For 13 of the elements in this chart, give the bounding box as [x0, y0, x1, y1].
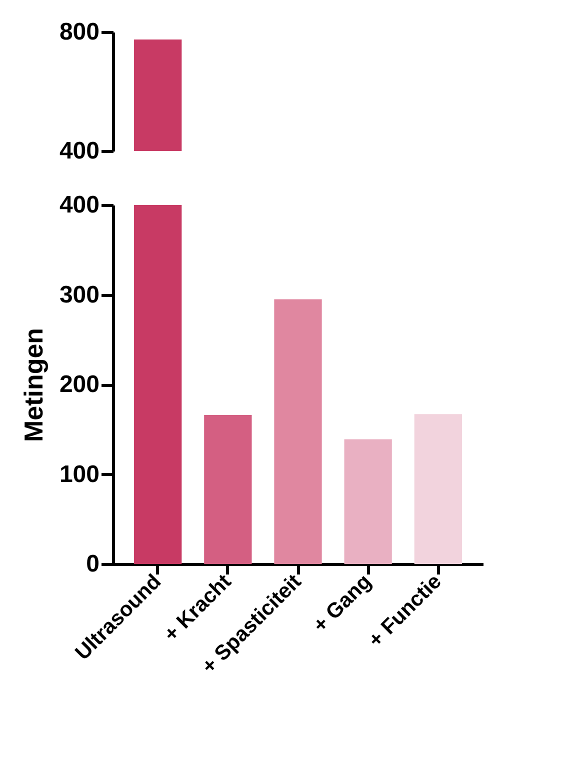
y-tick-label: 100 — [59, 460, 100, 488]
y-axis-title: Metingen — [18, 328, 48, 442]
y-tick-label: 400 — [59, 192, 100, 218]
bar — [414, 414, 462, 564]
bar — [204, 415, 252, 564]
bar — [344, 439, 392, 564]
y-tick-label: 300 — [59, 281, 100, 308]
bar — [134, 205, 182, 564]
y-tick-label: 800 — [59, 18, 100, 46]
y-tick-label: 400 — [59, 138, 100, 164]
bar — [274, 299, 322, 564]
y-tick-label: 200 — [59, 371, 100, 398]
y-tick-label: 0 — [86, 550, 100, 578]
